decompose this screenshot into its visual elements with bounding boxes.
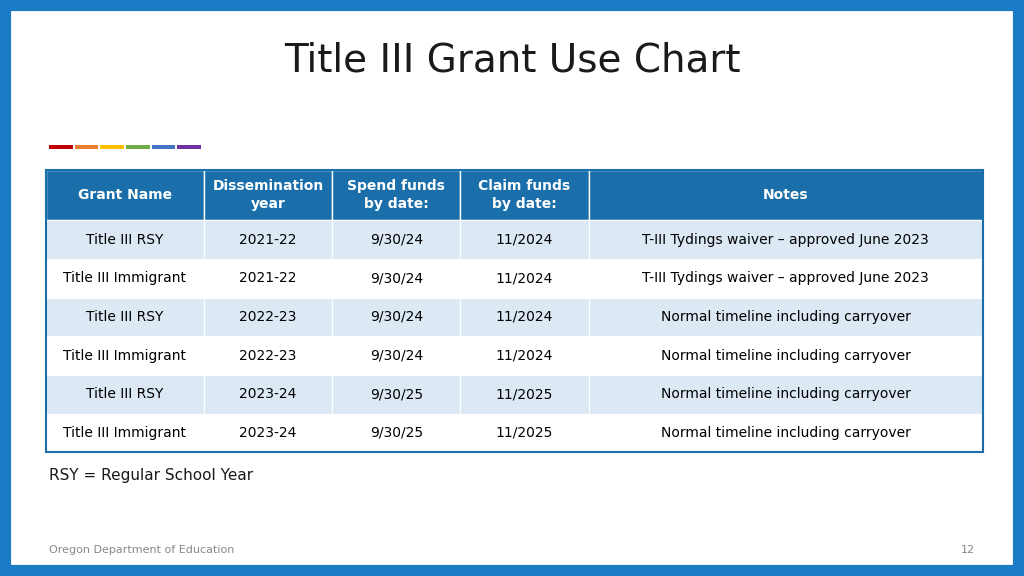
Text: 2023-24: 2023-24: [240, 387, 297, 401]
Text: 11/2024: 11/2024: [496, 233, 553, 247]
Text: 9/30/24: 9/30/24: [370, 348, 423, 362]
Bar: [461, 298, 589, 336]
Text: Normal timeline including carryover: Normal timeline including carryover: [660, 387, 910, 401]
Bar: [46, 298, 204, 336]
Text: T-III Tydings waiver – approved June 2023: T-III Tydings waiver – approved June 202…: [642, 233, 929, 247]
FancyBboxPatch shape: [126, 145, 150, 149]
FancyBboxPatch shape: [152, 145, 175, 149]
Text: Normal timeline including carryover: Normal timeline including carryover: [660, 348, 910, 362]
Bar: [46, 221, 204, 259]
Text: 11/2025: 11/2025: [496, 426, 553, 440]
Text: 2022-23: 2022-23: [240, 348, 297, 362]
Text: T-III Tydings waiver – approved June 2023: T-III Tydings waiver – approved June 202…: [642, 271, 929, 285]
Text: 9/30/24: 9/30/24: [370, 271, 423, 285]
Text: 9/30/24: 9/30/24: [370, 233, 423, 247]
Bar: [461, 336, 589, 375]
Text: 11/2024: 11/2024: [496, 348, 553, 362]
Bar: [204, 336, 332, 375]
Bar: [46, 336, 204, 375]
Text: Notes: Notes: [763, 188, 809, 202]
Text: 11/2025: 11/2025: [496, 387, 553, 401]
FancyBboxPatch shape: [100, 145, 124, 149]
Bar: [332, 336, 461, 375]
Text: 9/30/25: 9/30/25: [370, 426, 423, 440]
Text: Grant Name: Grant Name: [78, 188, 172, 202]
Bar: [589, 375, 983, 414]
Text: Title III Immigrant: Title III Immigrant: [63, 348, 186, 362]
Bar: [204, 259, 332, 298]
Text: Title III Grant Use Chart: Title III Grant Use Chart: [284, 41, 740, 79]
Bar: [589, 259, 983, 298]
Text: 11/2024: 11/2024: [496, 271, 553, 285]
Bar: [204, 221, 332, 259]
Bar: [46, 170, 983, 452]
Bar: [332, 170, 461, 221]
Text: Title III RSY: Title III RSY: [86, 387, 164, 401]
Bar: [461, 259, 589, 298]
Bar: [204, 170, 332, 221]
Bar: [332, 375, 461, 414]
Bar: [46, 375, 204, 414]
Text: Title III Immigrant: Title III Immigrant: [63, 426, 186, 440]
Bar: [46, 259, 204, 298]
Bar: [332, 259, 461, 298]
Bar: [589, 221, 983, 259]
Bar: [204, 298, 332, 336]
Text: Spend funds
by date:: Spend funds by date:: [347, 180, 445, 211]
FancyBboxPatch shape: [75, 145, 98, 149]
Bar: [332, 221, 461, 259]
Text: Dissemination
year: Dissemination year: [212, 180, 324, 211]
Bar: [589, 414, 983, 452]
Text: Claim funds
by date:: Claim funds by date:: [478, 180, 570, 211]
Bar: [46, 414, 204, 452]
Bar: [204, 414, 332, 452]
Text: 2021-22: 2021-22: [240, 271, 297, 285]
Text: 2021-22: 2021-22: [240, 233, 297, 247]
Text: Title III RSY: Title III RSY: [86, 233, 164, 247]
FancyBboxPatch shape: [177, 145, 201, 149]
FancyBboxPatch shape: [49, 145, 73, 149]
Text: 12: 12: [961, 545, 975, 555]
Bar: [461, 170, 589, 221]
Text: 9/30/24: 9/30/24: [370, 310, 423, 324]
Text: 11/2024: 11/2024: [496, 310, 553, 324]
Bar: [332, 298, 461, 336]
Bar: [461, 375, 589, 414]
Bar: [461, 221, 589, 259]
Text: Normal timeline including carryover: Normal timeline including carryover: [660, 426, 910, 440]
Text: 9/30/25: 9/30/25: [370, 387, 423, 401]
Text: 2022-23: 2022-23: [240, 310, 297, 324]
Text: Title III RSY: Title III RSY: [86, 310, 164, 324]
Text: Oregon Department of Education: Oregon Department of Education: [49, 545, 234, 555]
Bar: [204, 375, 332, 414]
Text: RSY = Regular School Year: RSY = Regular School Year: [49, 468, 253, 483]
Bar: [46, 170, 204, 221]
Bar: [589, 170, 983, 221]
Text: Normal timeline including carryover: Normal timeline including carryover: [660, 310, 910, 324]
Text: Title III Immigrant: Title III Immigrant: [63, 271, 186, 285]
Text: 2023-24: 2023-24: [240, 426, 297, 440]
Bar: [461, 414, 589, 452]
Bar: [589, 298, 983, 336]
Bar: [332, 414, 461, 452]
Bar: [589, 336, 983, 375]
